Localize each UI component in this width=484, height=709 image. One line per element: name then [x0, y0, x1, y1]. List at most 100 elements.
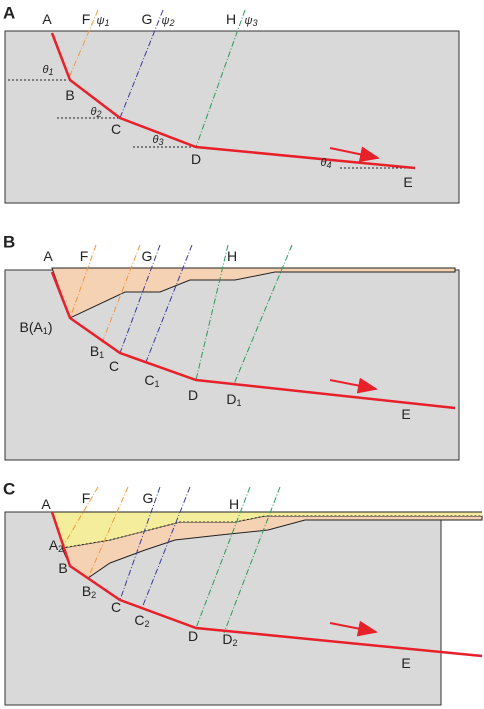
label-text: B	[58, 560, 67, 576]
label-text: E	[401, 655, 410, 671]
angle-label: θ4	[321, 157, 332, 170]
label-text: θ	[43, 64, 49, 76]
label-text: A	[43, 248, 53, 264]
label-text: B	[65, 87, 74, 103]
label-text: D	[188, 387, 198, 403]
label-text: 2	[145, 619, 150, 629]
point-label: H	[229, 496, 239, 512]
panel-a: A A F G H B C D E θ1 θ2 θ3 θ4 ψ1 ψ2 ψ3	[3, 3, 460, 204]
label-text: A	[41, 496, 51, 512]
label-text: 1	[99, 350, 104, 360]
angle-label: θ1	[43, 64, 54, 77]
reference-line	[195, 486, 251, 629]
label-text: F	[82, 11, 91, 27]
point-label: G	[143, 490, 154, 506]
point-label: D2	[222, 631, 237, 649]
point-label: E	[401, 655, 410, 671]
label-text: ψ	[96, 15, 104, 27]
point-label: A	[43, 248, 53, 264]
reference-line	[87, 486, 129, 579]
point-label: D	[188, 387, 198, 403]
label-text: D	[191, 151, 201, 167]
label-text: B	[90, 343, 99, 359]
angle-label: ψ1	[96, 15, 109, 28]
label-text: H	[226, 11, 236, 27]
reference-line	[67, 9, 99, 81]
point-label: C	[109, 358, 119, 374]
angle-label: θ3	[153, 134, 164, 147]
panel-label: A	[3, 3, 15, 22]
reference-line	[61, 486, 99, 549]
point-label: C	[111, 121, 121, 137]
point-label: A2	[49, 537, 63, 555]
label-text: ψ	[161, 15, 169, 27]
label-text: C	[144, 372, 154, 388]
reference-line	[145, 244, 193, 363]
label-text: H	[229, 496, 239, 512]
label-text: θ	[321, 157, 327, 169]
label-text: θ	[153, 134, 159, 146]
point-label: H	[227, 248, 237, 264]
label-text: F	[82, 490, 91, 506]
label-text: C	[111, 599, 121, 615]
label-text: 3	[253, 18, 258, 28]
point-label: H	[226, 11, 236, 27]
label-text: 4	[326, 160, 331, 170]
label-text: ψ	[244, 15, 252, 27]
reference-line	[119, 486, 161, 601]
point-label: D1	[226, 391, 241, 409]
label-text: 1	[43, 326, 48, 336]
boundary	[61, 515, 482, 549]
label-text: G	[143, 490, 154, 506]
reference-line	[195, 9, 246, 148]
label-text: A	[42, 11, 52, 27]
point-label: F	[80, 248, 89, 264]
angle-label: θ2	[91, 106, 102, 119]
slip-arrow	[329, 620, 378, 637]
label-text: 2	[58, 544, 63, 554]
growth-wedge	[52, 512, 482, 548]
point-label: D	[188, 628, 198, 644]
fault	[50, 271, 456, 410]
label-text: B(A	[19, 319, 43, 335]
slip-arrow	[329, 377, 378, 394]
label-text: H	[227, 248, 237, 264]
panel-b: B A F G H B(A1) B1 C C1 D D1 E	[3, 232, 460, 461]
reference-line	[69, 244, 97, 319]
label-text: 1	[155, 379, 160, 389]
point-label: D	[191, 151, 201, 167]
label-text: θ	[91, 106, 97, 118]
panel-label: B	[3, 232, 15, 251]
label-text: D	[188, 628, 198, 644]
label-text: 3	[158, 137, 163, 147]
label-text: 1	[48, 67, 53, 77]
point-label: C1	[144, 372, 159, 390]
point-label: E	[401, 406, 410, 422]
point-label: B1	[90, 343, 104, 361]
point-label: B(A1)	[19, 319, 52, 337]
panel-label: C	[3, 479, 15, 498]
label-text: C	[111, 121, 121, 137]
label-text: E	[401, 406, 410, 422]
point-label: A	[41, 496, 51, 512]
point-label: F	[82, 11, 91, 27]
reference-line	[233, 244, 293, 385]
label-text: D	[222, 631, 232, 647]
label-text: 1	[237, 398, 242, 408]
label-text: )	[48, 319, 53, 335]
fault	[50, 511, 483, 658]
fault	[50, 32, 416, 170]
point-label: A	[42, 11, 52, 27]
label-text: E	[403, 174, 412, 190]
reference-line	[223, 486, 281, 634]
label-text: C	[109, 358, 119, 374]
label-text: 2	[169, 18, 175, 28]
label-text: 1	[105, 18, 110, 28]
label-text: 2	[91, 590, 96, 600]
label-text: C	[134, 612, 144, 628]
label-text: A	[49, 537, 59, 553]
label-text: F	[80, 248, 89, 264]
reference-line	[119, 9, 164, 119]
point-label: B2	[82, 583, 96, 601]
